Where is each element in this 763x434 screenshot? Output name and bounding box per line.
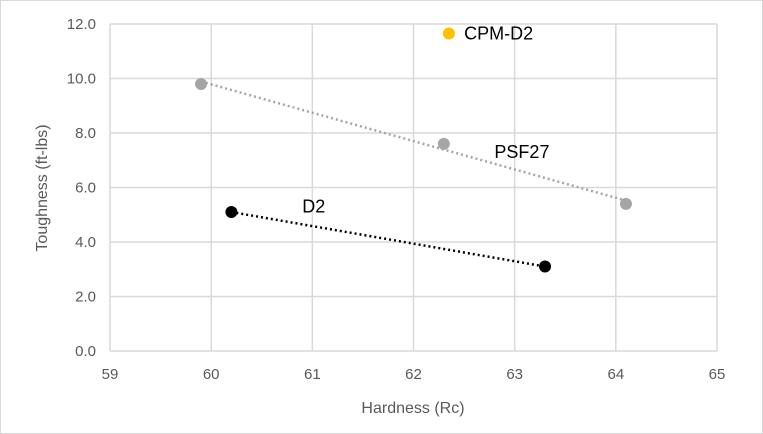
y-tick-label: 2.0 [75, 289, 96, 306]
trendline-psf27 [200, 80, 627, 202]
x-tick-label: 62 [405, 366, 422, 383]
data-marks: PSF27 D2 CPM-D2 [195, 24, 632, 273]
y-tick-label: 0.0 [75, 343, 96, 360]
point-psf27 [195, 77, 208, 90]
y-tick-label: 8.0 [75, 125, 96, 142]
y-tick-label: 4.0 [75, 234, 96, 251]
label-psf27: PSF27 [494, 142, 549, 162]
x-tick-label: 63 [506, 366, 523, 383]
label-d2: D2 [302, 197, 325, 217]
y-tick-label: 6.0 [75, 180, 96, 197]
label-cpm-d2: CPM-D2 [464, 24, 533, 44]
x-axis-title: Hardness (Rc) [361, 400, 464, 417]
x-tick-label: 59 [102, 366, 119, 383]
y-axis-title: Toughness (ft-lbs) [34, 124, 51, 251]
point-psf27 [619, 197, 632, 210]
point-d2 [225, 206, 238, 219]
y-tick-label: 10.0 [67, 71, 96, 88]
tick-labels: 59 60 61 62 63 64 65 0.0 2.0 4.0 6.0 8.0 10.0 12.0 [67, 16, 726, 383]
trendline-d2 [231, 210, 546, 268]
y-tick-label: 12.0 [67, 16, 96, 33]
gridlines [109, 23, 718, 352]
point-d2 [539, 260, 552, 273]
x-tick-label: 61 [304, 366, 321, 383]
x-tick-label: 65 [709, 366, 726, 383]
x-tick-label: 60 [203, 366, 220, 383]
x-tick-label: 64 [607, 366, 624, 383]
point-psf27 [437, 137, 450, 150]
point-cpm-d2 [442, 27, 455, 40]
